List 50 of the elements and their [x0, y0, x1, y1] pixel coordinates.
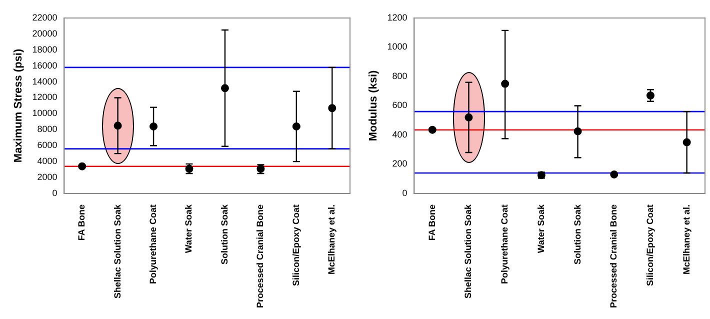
y-tick-label: 600 [392, 100, 408, 110]
x-tick-label: FA Bone [426, 204, 437, 241]
y-tick-label: 0 [52, 188, 58, 198]
y-tick-label: 2000 [37, 172, 58, 182]
y-tick-label: 200 [392, 158, 408, 169]
y-tick-label: 4000 [37, 156, 58, 166]
x-tick-label: McElhaney et al. [326, 204, 337, 274]
x-tick-label: Water Soak [184, 203, 194, 254]
x-tick-label: FA Bone [76, 204, 87, 241]
x-tick-label: Polyurethane Coat [148, 204, 158, 284]
x-tick-label: Shellac Solution Soak [112, 203, 122, 298]
x-tick-label: Shellac Solution Soak [463, 203, 474, 298]
y-tick-label: 12000 [32, 92, 58, 102]
x-tick-label: Solution Soak [572, 203, 582, 264]
x-tick-label: Processed Cranial Bone [255, 204, 266, 308]
y-tick-label: 22000 [32, 12, 58, 22]
point [292, 122, 300, 130]
point [464, 113, 473, 122]
x-tick-label: Processed Cranial Bone [608, 204, 619, 308]
x-tick-label: Silicon/Epoxy Coat [290, 204, 301, 286]
point [501, 80, 510, 88]
x-tick-label: Polyurethane Coat [500, 204, 510, 284]
x-tick-label: Solution Soak [219, 203, 230, 264]
y-tick-label: 0 [402, 188, 408, 198]
y-tick-label: 8000 [37, 124, 58, 134]
y-axis-title: Modulus (ksi) [368, 70, 380, 142]
y-tick-label: 20000 [32, 28, 58, 38]
y-axis-title: Maximum Stress (psi) [12, 48, 25, 163]
y-tick-label: 1200 [387, 12, 408, 22]
point [610, 170, 618, 178]
point [328, 104, 336, 112]
y-tick-label: 6000 [37, 140, 58, 150]
x-tick-label: McElhaney et al. [681, 204, 692, 274]
y-tick-label: 800 [392, 70, 408, 81]
point [220, 84, 229, 92]
x-tick-label: Silicon/Epoxy Coat [644, 204, 655, 286]
y-tick-label: 14000 [32, 76, 58, 86]
point [574, 127, 582, 136]
y-tick-label: 1000 [387, 42, 408, 52]
y-tick-label: 18000 [32, 44, 58, 54]
y-tick-label: 10000 [32, 108, 58, 118]
point [114, 122, 122, 130]
y-tick-label: 400 [392, 129, 408, 140]
point [428, 126, 436, 134]
point [646, 91, 654, 100]
point [150, 122, 158, 130]
y-tick-label: 16000 [32, 60, 58, 70]
point [78, 162, 86, 170]
x-tick-label: Water Soak [536, 203, 546, 254]
point [682, 138, 691, 146]
